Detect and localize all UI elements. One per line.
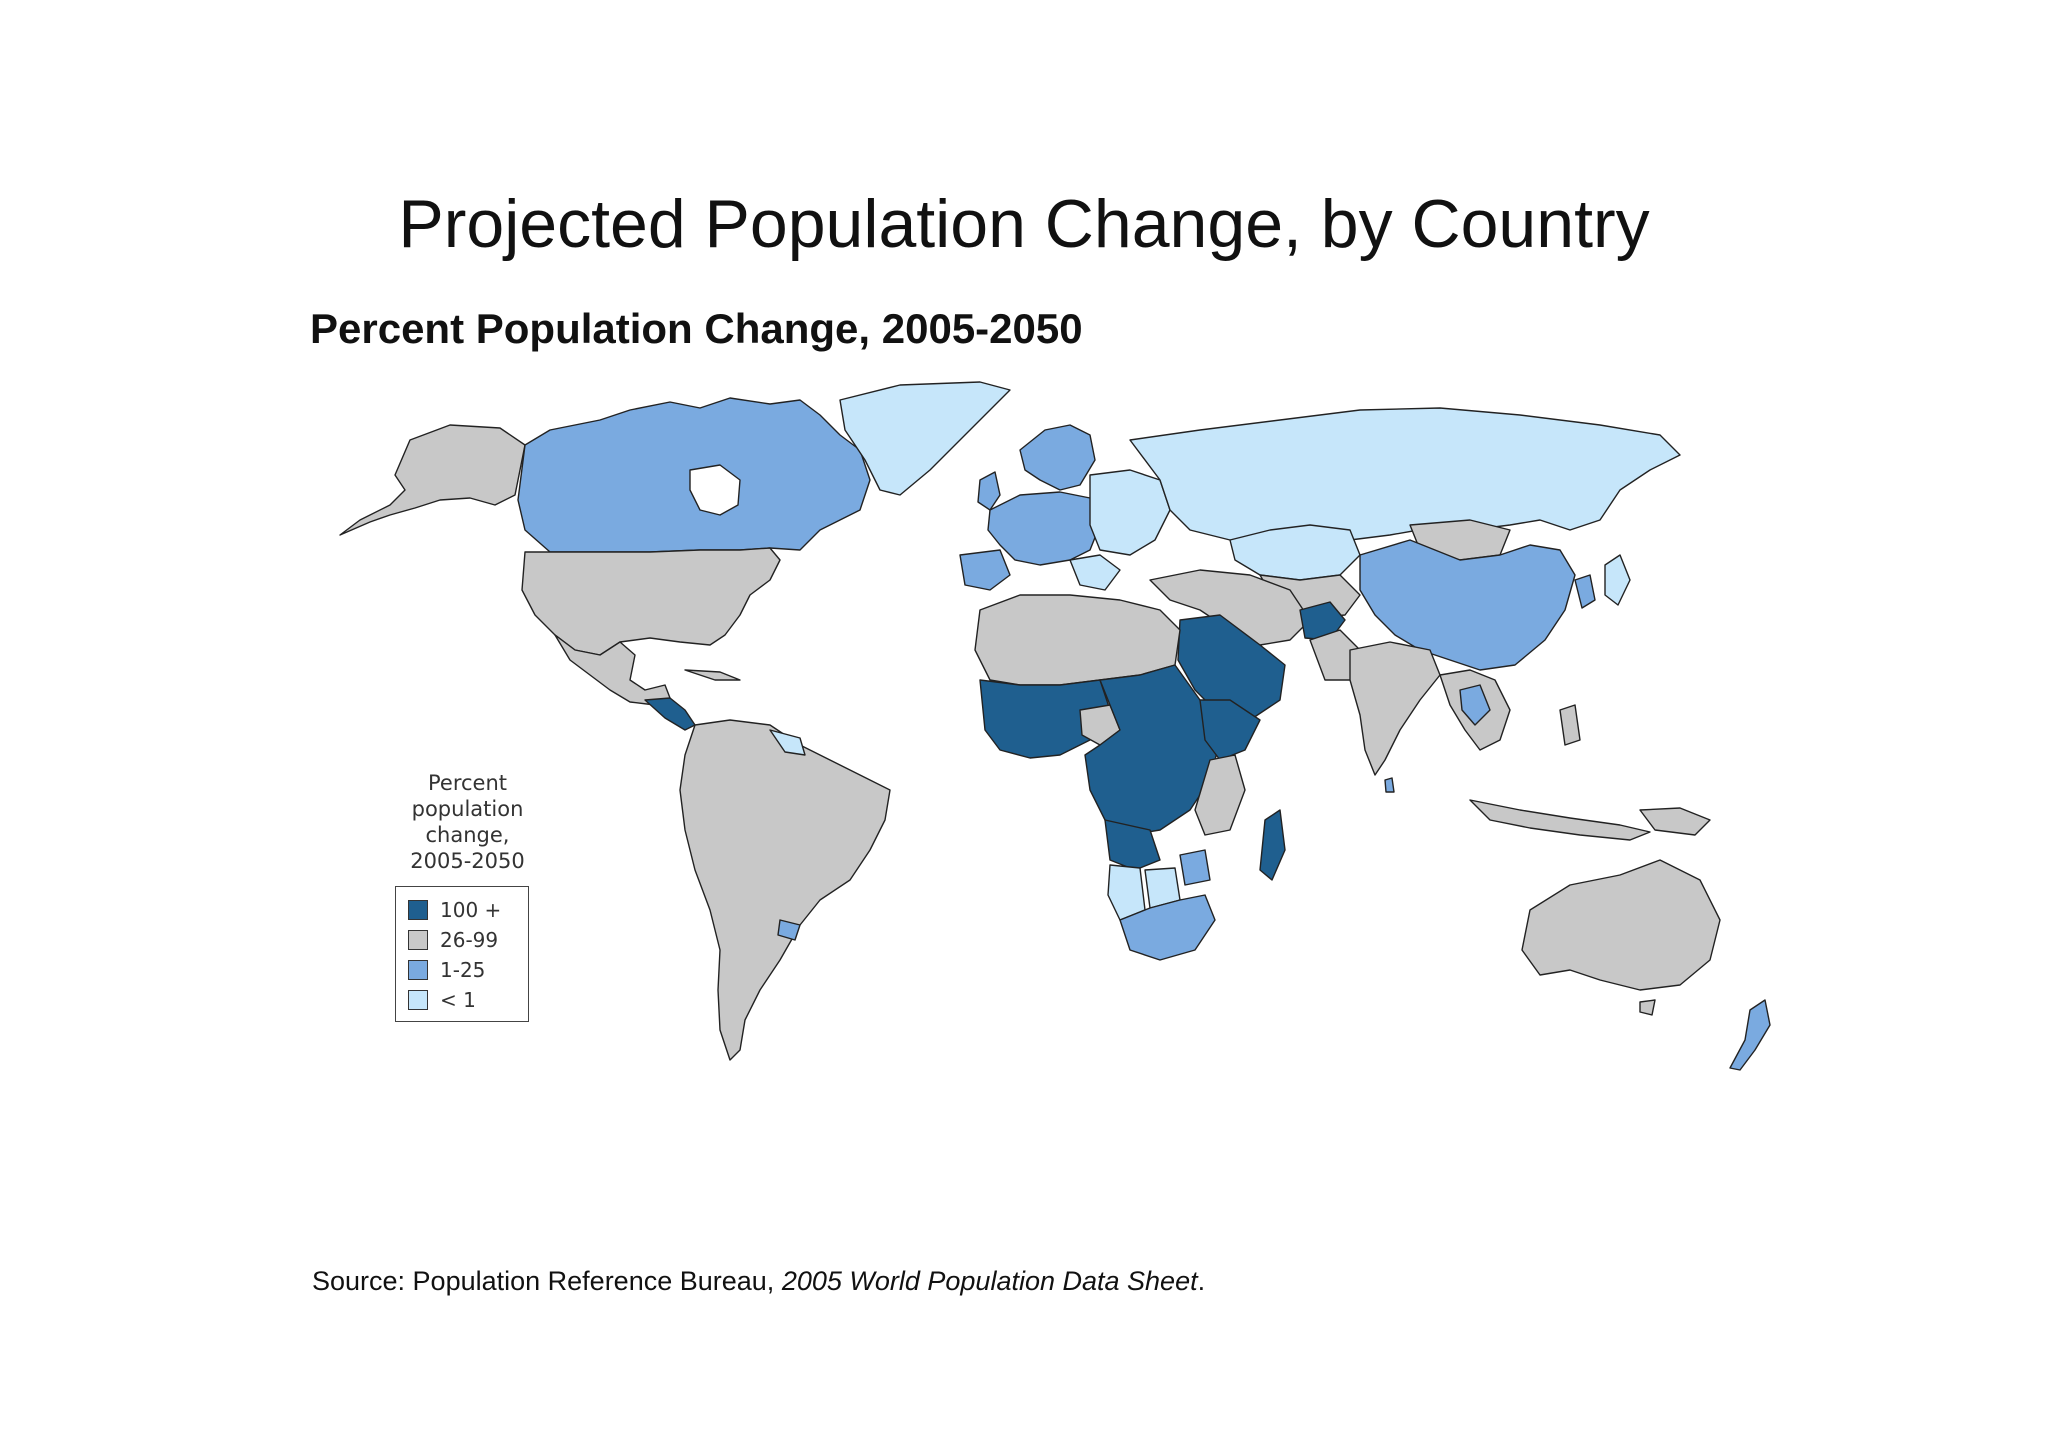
region-horn-africa bbox=[1199, 699, 1261, 761]
source-suffix: . bbox=[1197, 1266, 1206, 1296]
region-philippines bbox=[1559, 704, 1581, 746]
region-iberia bbox=[959, 549, 1011, 591]
region-cuba bbox=[684, 669, 741, 681]
page-title: Projected Population Change, by Country bbox=[398, 186, 1650, 262]
legend-title-line: 2005-2050 bbox=[410, 849, 525, 873]
source-note: Source: Population Reference Bureau, 200… bbox=[312, 1266, 1205, 1297]
region-zimbabwe bbox=[1179, 849, 1211, 886]
legend-title-line: population bbox=[411, 797, 524, 821]
legend-label: 100 + bbox=[440, 898, 502, 922]
region-alaska bbox=[339, 424, 526, 536]
world-map bbox=[339, 381, 1771, 1071]
region-central-america bbox=[644, 697, 696, 731]
region-guianas bbox=[769, 729, 806, 756]
legend-swatch bbox=[408, 930, 428, 950]
legend-title: Percent population change, 2005-2050 bbox=[395, 770, 540, 874]
region-mexico bbox=[554, 634, 671, 706]
legend-swatch bbox=[408, 990, 428, 1010]
region-madagascar bbox=[1259, 809, 1286, 881]
region-uk bbox=[977, 471, 1001, 511]
legend-item-100-plus: 100 + bbox=[408, 895, 518, 925]
legend-swatch bbox=[408, 960, 428, 980]
source-prefix: Source: Population Reference Bureau, bbox=[312, 1266, 782, 1296]
region-japan bbox=[1604, 554, 1631, 606]
region-india bbox=[1349, 641, 1441, 776]
region-turkey-iran bbox=[1149, 569, 1311, 646]
region-east-africa bbox=[1194, 754, 1246, 836]
region-thailand bbox=[1459, 684, 1491, 726]
region-korea bbox=[1574, 574, 1596, 609]
region-kazakhstan bbox=[1229, 524, 1361, 581]
legend-item-less-1: < 1 bbox=[408, 985, 518, 1015]
region-sri-lanka bbox=[1384, 777, 1395, 793]
legend-title-line: change, bbox=[425, 823, 510, 847]
region-hudson-bay bbox=[689, 464, 741, 516]
region-tasmania bbox=[1639, 999, 1656, 1016]
legend-title-line: Percent bbox=[427, 771, 508, 795]
region-australia bbox=[1521, 859, 1721, 991]
region-china bbox=[1359, 539, 1576, 671]
region-angola bbox=[1104, 819, 1161, 871]
legend-label: < 1 bbox=[440, 988, 476, 1012]
region-central-africa bbox=[1084, 664, 1221, 836]
region-new-guinea bbox=[1639, 807, 1711, 836]
region-eastern-europe bbox=[1089, 469, 1171, 556]
region-arabia bbox=[1177, 614, 1286, 721]
map-legend: Percent population change, 2005-2050 100… bbox=[395, 770, 540, 1022]
region-south-africa bbox=[1119, 894, 1216, 961]
region-western-europe bbox=[987, 491, 1101, 566]
legend-swatch bbox=[408, 900, 428, 920]
region-new-zealand bbox=[1729, 999, 1771, 1071]
region-afghanistan bbox=[1299, 601, 1346, 641]
region-indonesia bbox=[1469, 799, 1651, 841]
region-scandinavia bbox=[1019, 424, 1096, 491]
legend-item-1-25: 1-25 bbox=[408, 955, 518, 985]
source-title: 2005 World Population Data Sheet bbox=[781, 1266, 1198, 1296]
legend-label: 26-99 bbox=[440, 928, 499, 952]
region-greenland bbox=[839, 381, 1011, 496]
region-uruguay bbox=[777, 919, 801, 941]
legend-item-26-99: 26-99 bbox=[408, 925, 518, 955]
region-balkans bbox=[1069, 554, 1121, 591]
legend-label: 1-25 bbox=[440, 958, 486, 982]
region-north-africa bbox=[974, 594, 1181, 686]
legend-box: 100 + 26-99 1-25 < 1 bbox=[395, 886, 529, 1022]
region-south-america bbox=[679, 719, 891, 1061]
region-russia bbox=[1129, 407, 1681, 553]
map-subtitle: Percent Population Change, 2005-2050 bbox=[310, 305, 1083, 352]
